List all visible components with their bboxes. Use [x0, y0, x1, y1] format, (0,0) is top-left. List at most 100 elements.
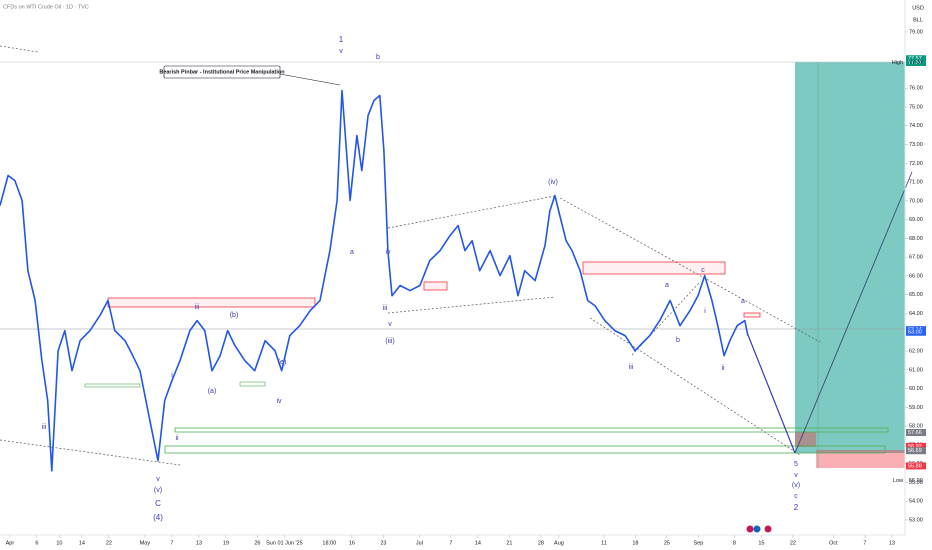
- y-tick-label: 79.00: [909, 29, 923, 35]
- wave-label: c: [701, 267, 705, 274]
- axes: 53.0054.0055.0056.0057.0058.0059.0060.00…: [6, 29, 923, 546]
- wave-label: b: [376, 54, 380, 61]
- wave-label: ii: [175, 435, 179, 442]
- price-marker: [906, 462, 926, 470]
- x-tick-label: Oct: [829, 540, 838, 546]
- x-tick-label: 6: [35, 540, 38, 546]
- y-tick-label: 68.00: [909, 236, 923, 242]
- price-marker-label: 77.37: [908, 60, 922, 66]
- wave-label: 2: [794, 503, 799, 512]
- x-tick-label: 16: [349, 540, 355, 546]
- wave-label: (v): [792, 482, 800, 489]
- wave-label: (iv): [548, 179, 558, 186]
- channel-line: [589, 317, 801, 456]
- event-icon[interactable]: [764, 525, 772, 533]
- wave-label: iii: [383, 305, 388, 312]
- y-tick-label: 62.00: [909, 348, 923, 354]
- price-marker-label: 55.88: [908, 463, 922, 469]
- x-tick-label: 14: [475, 540, 481, 546]
- demand-zone: [164, 445, 886, 454]
- y-tick-label: 55.00: [909, 480, 923, 486]
- price-marker: [906, 442, 926, 450]
- wave-labels: 1 v b (iii) v iii a iv (iv) iii v (v) C …: [42, 35, 800, 522]
- low-label: Low: [893, 478, 903, 484]
- wave-label: ii: [721, 365, 725, 372]
- wave-label: v: [156, 476, 160, 483]
- unit: BLL: [913, 17, 923, 23]
- wave-label: (a): [208, 388, 217, 395]
- supply-zone: [743, 312, 761, 318]
- high-value: 77.37: [909, 60, 923, 66]
- x-tick-label: 26: [254, 540, 260, 546]
- channel-line: [0, 45, 39, 53]
- callout-pointer: [279, 73, 341, 86]
- y-tick-label: 73.00: [909, 142, 923, 148]
- wave-label: (e): [278, 359, 287, 366]
- x-tick-label: 13: [889, 540, 895, 546]
- wave-label: C: [155, 499, 161, 508]
- channel-line: [387, 195, 556, 229]
- y-tick-label: 58.00: [909, 424, 923, 430]
- crosshair-time: 18:00: [322, 540, 336, 546]
- x-tick-label: 23: [380, 540, 386, 546]
- symbol: CFDs on WTI Crude Oil · 1D · TVC: [3, 4, 89, 10]
- low-value: 55.09: [909, 478, 923, 484]
- plot: 77.5777.3763.1463.0057.6656.9256.6955.88…: [0, 55, 926, 484]
- wave-label: iii: [195, 304, 200, 311]
- wave-label: (b): [230, 312, 239, 319]
- price-marker-label: 63.00: [908, 330, 922, 336]
- wave-label: c: [794, 493, 798, 500]
- wave-label: v: [339, 48, 343, 55]
- price-marker-label: 56.92: [908, 444, 922, 450]
- x-tick-label: 21: [506, 540, 512, 546]
- callout-text: Bearish Pinbar - Institutional Price Man…: [159, 69, 285, 75]
- wave-label: iii: [42, 424, 47, 431]
- y-tick-label: 71.00: [909, 180, 923, 186]
- demand-zone: [84, 383, 141, 388]
- wave-label: 5: [794, 461, 798, 468]
- supply-zone: [582, 261, 726, 275]
- price-line: [0, 89, 749, 472]
- x-tick-label: 19: [223, 540, 229, 546]
- x-tick-label: 11: [601, 540, 607, 546]
- x-tick-label: 8: [733, 540, 736, 546]
- wave-label: 1: [339, 35, 344, 44]
- y-tick-label: 65.00: [909, 292, 923, 298]
- event-icon[interactable]: [753, 525, 761, 533]
- y-tick-label: 54.00: [909, 499, 923, 505]
- demand-zone: [239, 381, 266, 387]
- x-tick-label: 28: [538, 540, 544, 546]
- y-tick-label: 66.00: [909, 273, 923, 279]
- target-zone: [795, 62, 905, 453]
- event-icons[interactable]: [746, 525, 772, 533]
- event-icon[interactable]: [746, 525, 754, 533]
- channel-line: [559, 197, 821, 343]
- wave-label: a: [350, 249, 354, 256]
- projection: [747, 334, 796, 454]
- x-tick-label: 13: [196, 540, 202, 546]
- x-tick-label: Aug: [554, 540, 564, 546]
- wave-label: v: [388, 321, 392, 328]
- x-tick-label: 14: [79, 540, 85, 546]
- x-tick-label: 22: [106, 540, 112, 546]
- x-tick-label: Apr: [6, 540, 15, 546]
- wave-label: (v): [154, 487, 162, 494]
- y-tick-label: 76.00: [909, 86, 923, 92]
- currency: USD: [912, 5, 924, 11]
- price-marker-label: 57.66: [908, 430, 922, 436]
- target-path: [794, 171, 913, 454]
- y-tick-label: 67.00: [909, 255, 923, 261]
- y-tick-label: 70.00: [909, 198, 923, 204]
- price-marker: [906, 59, 926, 67]
- wave-label: iv: [276, 398, 282, 405]
- y-tick-label: 53.00: [909, 517, 923, 523]
- y-tick-label: 74.00: [909, 123, 923, 129]
- x-tick-label: Sun 01 Jun '25: [266, 540, 303, 546]
- y-tick-label: 61.00: [909, 367, 923, 373]
- wave-label: (4): [153, 513, 163, 522]
- x-tick-label: Jul: [416, 540, 423, 546]
- x-tick-label: 18: [632, 540, 638, 546]
- x-tick-label: 7: [449, 540, 452, 546]
- y-tick-label: 75.00: [909, 104, 923, 110]
